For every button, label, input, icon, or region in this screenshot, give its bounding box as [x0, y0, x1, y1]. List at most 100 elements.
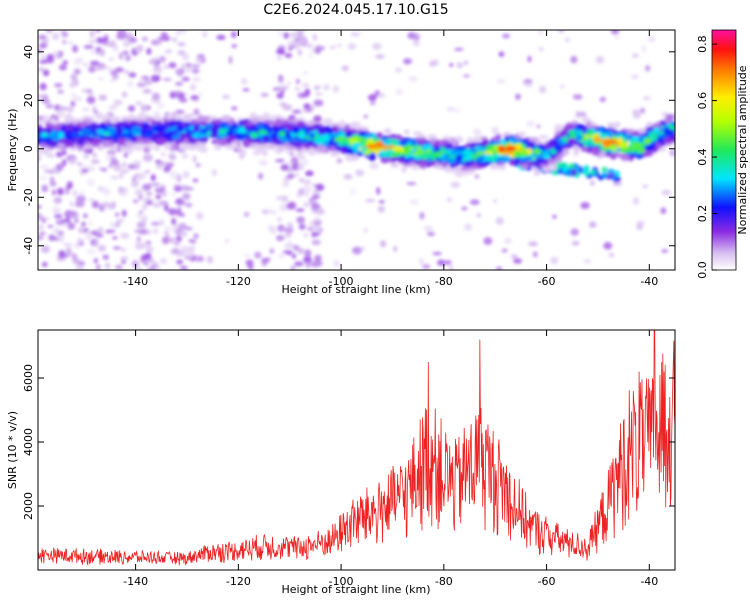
heatmap-cell	[98, 66, 105, 71]
heatmap-cell	[229, 142, 239, 149]
heatmap-cell	[315, 183, 325, 192]
heatmap-cell	[364, 134, 373, 139]
heatmap-cell	[45, 123, 55, 129]
heatmap-cell	[258, 159, 269, 166]
heatmap-cell	[286, 202, 297, 210]
heatmap-cell	[496, 157, 506, 163]
heatmap-cell	[357, 137, 366, 143]
heatmap-cell	[532, 251, 538, 258]
heatmap-cell	[593, 137, 603, 143]
heatmap-cell	[614, 153, 623, 158]
heatmap-cell	[643, 138, 650, 145]
heatmap-cell	[57, 89, 65, 94]
heatmap-cell	[41, 94, 49, 101]
heatmap-cell	[286, 81, 292, 85]
heatmap-cell	[303, 71, 308, 75]
heatmap-cell	[354, 123, 362, 130]
heatmap-cell	[495, 217, 504, 225]
heatmap-cell	[175, 109, 185, 114]
heatmap-cell	[89, 60, 100, 66]
heatmap-cell	[653, 127, 660, 134]
heatmap-cell	[454, 135, 463, 142]
heatmap-cell	[86, 95, 96, 104]
heatmap-cell	[134, 188, 144, 196]
colorbar-tick-label: 0.4	[696, 148, 709, 166]
heatmap-cell	[122, 129, 130, 135]
heatmap-cell	[167, 112, 175, 119]
heatmap-cell	[75, 202, 85, 208]
heatmap-cell	[104, 35, 109, 43]
heatmap-cell	[38, 212, 43, 221]
heatmap-cell	[574, 165, 581, 171]
heatmap-cell	[269, 248, 275, 254]
heatmap-cell	[192, 178, 199, 183]
heatmap-cell	[69, 81, 76, 89]
heatmap-cell	[552, 214, 557, 219]
heatmap-cell	[439, 147, 446, 152]
heatmap-cell	[287, 40, 295, 47]
heatmap-cell	[72, 189, 78, 197]
heatmap-cell	[243, 211, 250, 218]
heatmap-cell	[113, 99, 123, 106]
spectrogram-x-tick-label: -80	[435, 275, 453, 288]
heatmap-cell	[135, 240, 143, 247]
heatmap-cell	[570, 228, 579, 236]
heatmap-cell	[315, 208, 326, 215]
colorbar-frame	[711, 29, 737, 271]
heatmap-cell	[322, 142, 329, 147]
heatmap-cell	[303, 189, 310, 197]
heatmap-cell	[87, 220, 94, 226]
heatmap-cell	[632, 112, 642, 119]
heatmap-cell	[283, 32, 290, 39]
heatmap-cell	[499, 164, 507, 170]
heatmap-cell	[175, 235, 183, 242]
heatmap-cell	[590, 169, 597, 175]
heatmap-cell	[152, 227, 159, 235]
heatmap-cell	[141, 139, 152, 145]
heatmap-cell	[40, 132, 48, 138]
heatmap-cell	[276, 216, 283, 223]
heatmap-cell	[580, 201, 590, 210]
heatmap-cell	[166, 49, 172, 53]
heatmap-cell	[74, 266, 85, 270]
heatmap-cell	[88, 65, 96, 73]
heatmap-cell	[491, 136, 501, 142]
heatmap-cell	[463, 60, 469, 65]
heatmap-cell	[240, 133, 250, 139]
heatmap-cell	[219, 140, 228, 146]
heatmap-cell	[132, 198, 139, 204]
heatmap-cell	[589, 180, 595, 186]
heatmap-cell	[550, 256, 559, 265]
heatmap-cell	[62, 60, 68, 65]
heatmap-cell	[77, 237, 83, 243]
heatmap-cell	[457, 150, 465, 156]
heatmap-cell	[314, 217, 321, 223]
spectrogram-x-axis-label: Height of straight line (km)	[281, 283, 430, 296]
heatmap-cell	[275, 195, 286, 201]
heatmap-cell	[542, 167, 550, 172]
heatmap-cell	[433, 59, 439, 67]
heatmap-cell	[61, 158, 67, 167]
heatmap-cell	[449, 62, 454, 67]
heatmap-cell	[636, 223, 644, 231]
heatmap-cell	[115, 264, 123, 270]
heatmap-cell	[340, 145, 349, 151]
heatmap-cell	[249, 112, 257, 119]
heatmap-cell	[185, 202, 193, 208]
heatmap-cell	[250, 143, 260, 148]
heatmap-cell	[45, 103, 54, 109]
heatmap-cell	[196, 145, 205, 152]
heatmap-cell	[138, 228, 148, 235]
heatmap-cell	[185, 62, 192, 67]
heatmap-cell	[279, 131, 286, 137]
heatmap-cell	[54, 196, 61, 205]
heatmap-cell	[121, 248, 126, 252]
heatmap-cell	[356, 152, 364, 157]
heatmap-cell	[303, 256, 312, 264]
heatmap-cell	[483, 237, 493, 245]
heatmap-cell	[188, 245, 195, 253]
heatmap-cell	[514, 150, 522, 158]
heatmap-cell	[271, 137, 279, 143]
heatmap-cell	[276, 92, 284, 99]
heatmap-cell	[502, 150, 512, 156]
